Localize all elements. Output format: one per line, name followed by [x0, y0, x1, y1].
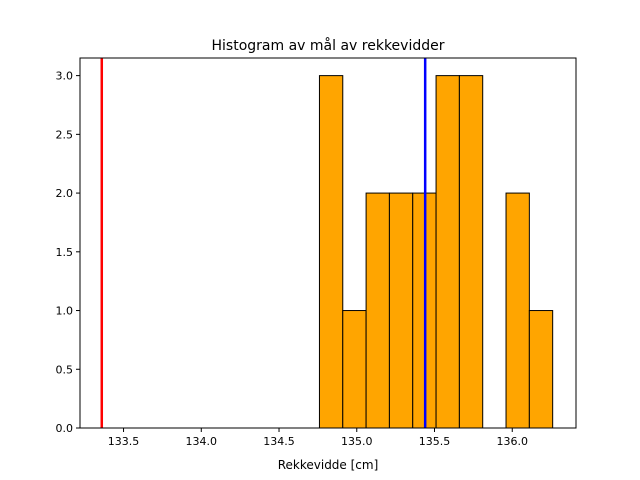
reference-lines — [100, 58, 427, 428]
x-tick-label: 134.0 — [186, 435, 218, 448]
histogram-bar — [365, 192, 390, 429]
y-tick-label: 1.5 — [56, 246, 74, 259]
chart-title: Histogram av mål av rekkevidder — [212, 37, 445, 54]
y-tick-label: 0.5 — [56, 363, 74, 376]
y-tick-label: 2.5 — [56, 128, 74, 141]
x-tick-label: 135.5 — [419, 435, 451, 448]
y-tick-label: 1.0 — [56, 305, 74, 318]
y-tick-label: 0.0 — [56, 422, 74, 435]
x-tick-label: 136.0 — [497, 435, 529, 448]
histogram-bar — [388, 192, 414, 429]
x-tick-label: 133.5 — [108, 435, 140, 448]
x-axis-ticks: 133.5 134.0 134.5 135.0 135.5 136.0 — [108, 428, 528, 448]
histogram-bars — [318, 75, 554, 429]
x-tick-label: 134.5 — [263, 435, 295, 448]
y-axis-ticks: 0.0 0.5 1.0 1.5 2.0 2.5 3.0 — [56, 70, 80, 435]
histogram-bar — [458, 75, 484, 429]
y-tick-label: 2.0 — [56, 187, 74, 200]
x-tick-label: 135.0 — [341, 435, 373, 448]
x-axis-label: Rekkevidde [cm] — [278, 458, 379, 472]
histogram-bar — [528, 310, 554, 429]
y-tick-label: 3.0 — [56, 70, 74, 83]
histogram-bar — [505, 192, 530, 429]
histogram-bar — [435, 75, 460, 429]
plot-frame — [79, 57, 577, 429]
histogram-bar — [318, 75, 344, 429]
histogram-bar — [342, 310, 367, 429]
